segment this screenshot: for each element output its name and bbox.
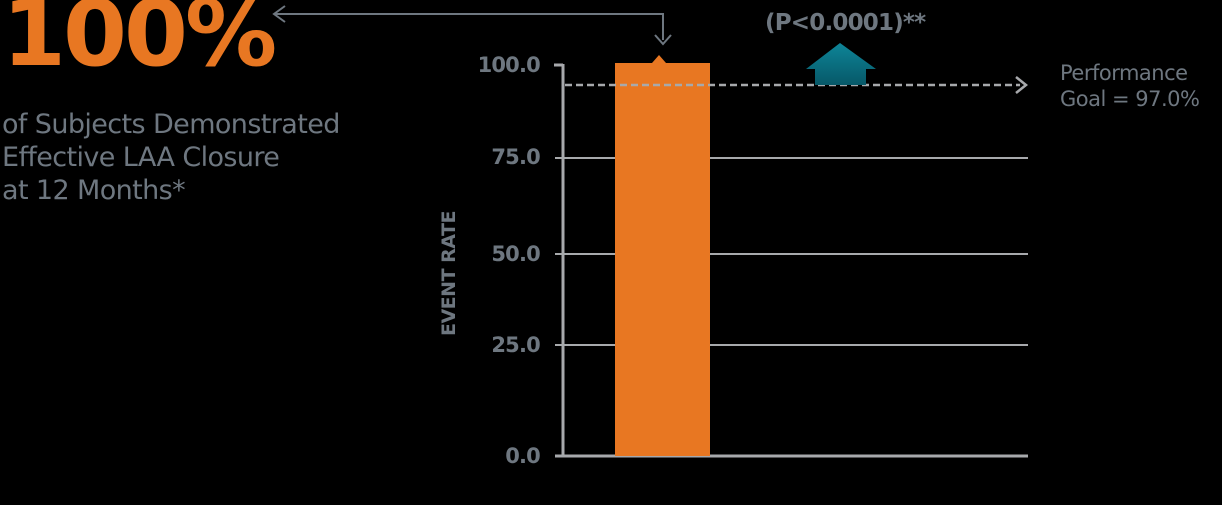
ytick-25: 25.0 (491, 333, 540, 357)
bar-100 (615, 55, 710, 456)
up-arrow-icon (806, 43, 876, 85)
p-value-label: (P<0.0001)** (765, 10, 926, 36)
ytick-0: 0.0 (505, 444, 541, 468)
y-axis-label: EVENT RATE (438, 211, 460, 336)
performance-goal-label: Performance Goal = 97.0% (1060, 61, 1200, 111)
ytick-75: 75.0 (491, 145, 540, 169)
ytick-100: 100.0 (477, 53, 541, 77)
headline-value: 100% (2, 0, 277, 87)
headline-description: of Subjects Demonstrated Effective LAA C… (2, 109, 340, 206)
ytick-50: 50.0 (491, 242, 540, 266)
connector-arrow-icon (272, 5, 672, 46)
performance-goal-line (565, 76, 1029, 94)
